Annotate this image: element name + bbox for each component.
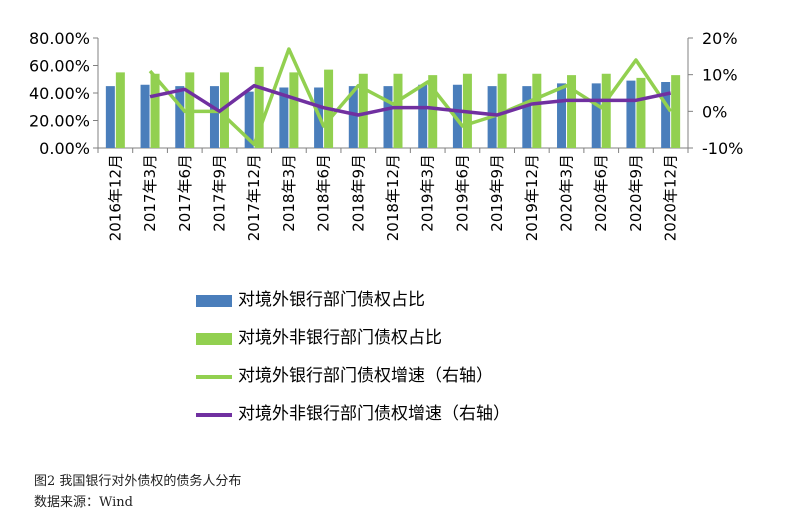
- bar-bank-share: [661, 82, 671, 148]
- bar-nonbank-share: [358, 73, 368, 148]
- bar-nonbank-share: [601, 73, 611, 148]
- x-tick-label: 2019年9月: [488, 154, 506, 232]
- bar-nonbank-share: [567, 75, 577, 148]
- x-tick-label: 2020年12月: [662, 154, 680, 241]
- x-tick-label: 2017年12月: [245, 154, 263, 241]
- left-tick-label: 60.00%: [29, 57, 90, 76]
- left-tick-label: 40.00%: [29, 84, 90, 103]
- line-bank-growth: [148, 47, 673, 147]
- x-tick-label: 2019年12月: [523, 154, 541, 241]
- x-tick-label: 2017年9月: [210, 154, 228, 232]
- x-tick-label: 2018年6月: [315, 154, 333, 232]
- bar-nonbank-share: [219, 72, 229, 148]
- bar-nonbank-share: [636, 77, 646, 148]
- bar-nonbank-share: [254, 66, 264, 148]
- chart-canvas: 0.00% 20.00% 40.00% 60.00% 80.00% -10% 0% 10% 20…: [29, 29, 743, 241]
- bar-nonbank-share: [497, 73, 507, 148]
- bar-bank-share: [105, 86, 115, 148]
- right-tick-label: 10%: [702, 66, 738, 85]
- legend-swatch-nonbank-growth: [196, 413, 232, 417]
- right-tick-label: 20%: [702, 29, 738, 48]
- plot-area: 0.00% 20.00% 40.00% 60.00% 80.00% -10% 0% 10% 20…: [29, 29, 743, 241]
- left-tick-label: 80.00%: [29, 29, 90, 48]
- legend-label-bank-share: 对境外银行部门债权占比: [238, 290, 425, 310]
- bar-nonbank-share: [150, 73, 160, 148]
- figure-caption: 图2 我国银行对外债权的债务人分布: [34, 474, 242, 489]
- x-tick-label: 2018年3月: [280, 154, 298, 232]
- x-tick-label: 2018年9月: [349, 154, 367, 232]
- bar-nonbank-share: [115, 72, 125, 148]
- left-tick-label: 0.00%: [39, 139, 90, 158]
- bar-nonbank-share: [428, 75, 438, 148]
- bar-bank-share: [209, 86, 219, 148]
- bar-bank-share: [140, 84, 150, 148]
- bar-bank-share: [522, 86, 532, 148]
- bar-bank-share: [279, 87, 289, 148]
- bar-bank-share: [557, 83, 567, 148]
- bar-nonbank-share: [532, 73, 542, 148]
- line-nonbank-growth: [149, 83, 672, 117]
- x-tick-label: 2016年12月: [106, 154, 124, 241]
- legend-swatch-bank-share: [196, 295, 232, 307]
- x-tick-label: 2019年6月: [453, 154, 471, 232]
- bar-bank-share: [418, 84, 428, 148]
- bar-nonbank-share: [289, 72, 299, 148]
- legend-label-nonbank-growth: 对境外非银行部门债权增速（右轴）: [238, 404, 510, 424]
- bar-nonbank-share: [671, 75, 681, 148]
- right-tick-label: -10%: [702, 139, 743, 158]
- bar-bank-share: [244, 91, 254, 148]
- x-tick-label: 2019年3月: [419, 154, 437, 232]
- x-tick-label: 2018年12月: [384, 154, 402, 241]
- left-tick-label: 20.00%: [29, 112, 90, 131]
- legend-label-nonbank-share: 对境外非银行部门债权占比: [238, 328, 442, 348]
- bar-bank-share: [626, 80, 636, 148]
- bar-bank-share: [175, 86, 185, 148]
- bar-bank-share: [383, 86, 393, 148]
- legend-swatch-bank-growth: [196, 375, 232, 379]
- bar-bank-share: [452, 84, 462, 148]
- x-tick-label: 2020年9月: [627, 154, 645, 232]
- legend-swatch-nonbank-share: [196, 333, 232, 345]
- legend-label-bank-growth: 对境外银行部门债权增速（右轴）: [238, 366, 493, 386]
- bar-nonbank-share: [393, 73, 403, 148]
- right-tick-label: 0%: [702, 102, 727, 121]
- bar-bank-share: [348, 86, 358, 148]
- x-tick-label: 2020年6月: [592, 154, 610, 232]
- figure-source: 数据来源：Wind: [34, 495, 133, 510]
- x-tick-label: 2020年3月: [558, 154, 576, 232]
- x-tick-label: 2017年6月: [176, 154, 194, 232]
- x-tick-label: 2017年3月: [141, 154, 159, 232]
- bar-bank-share: [591, 83, 601, 148]
